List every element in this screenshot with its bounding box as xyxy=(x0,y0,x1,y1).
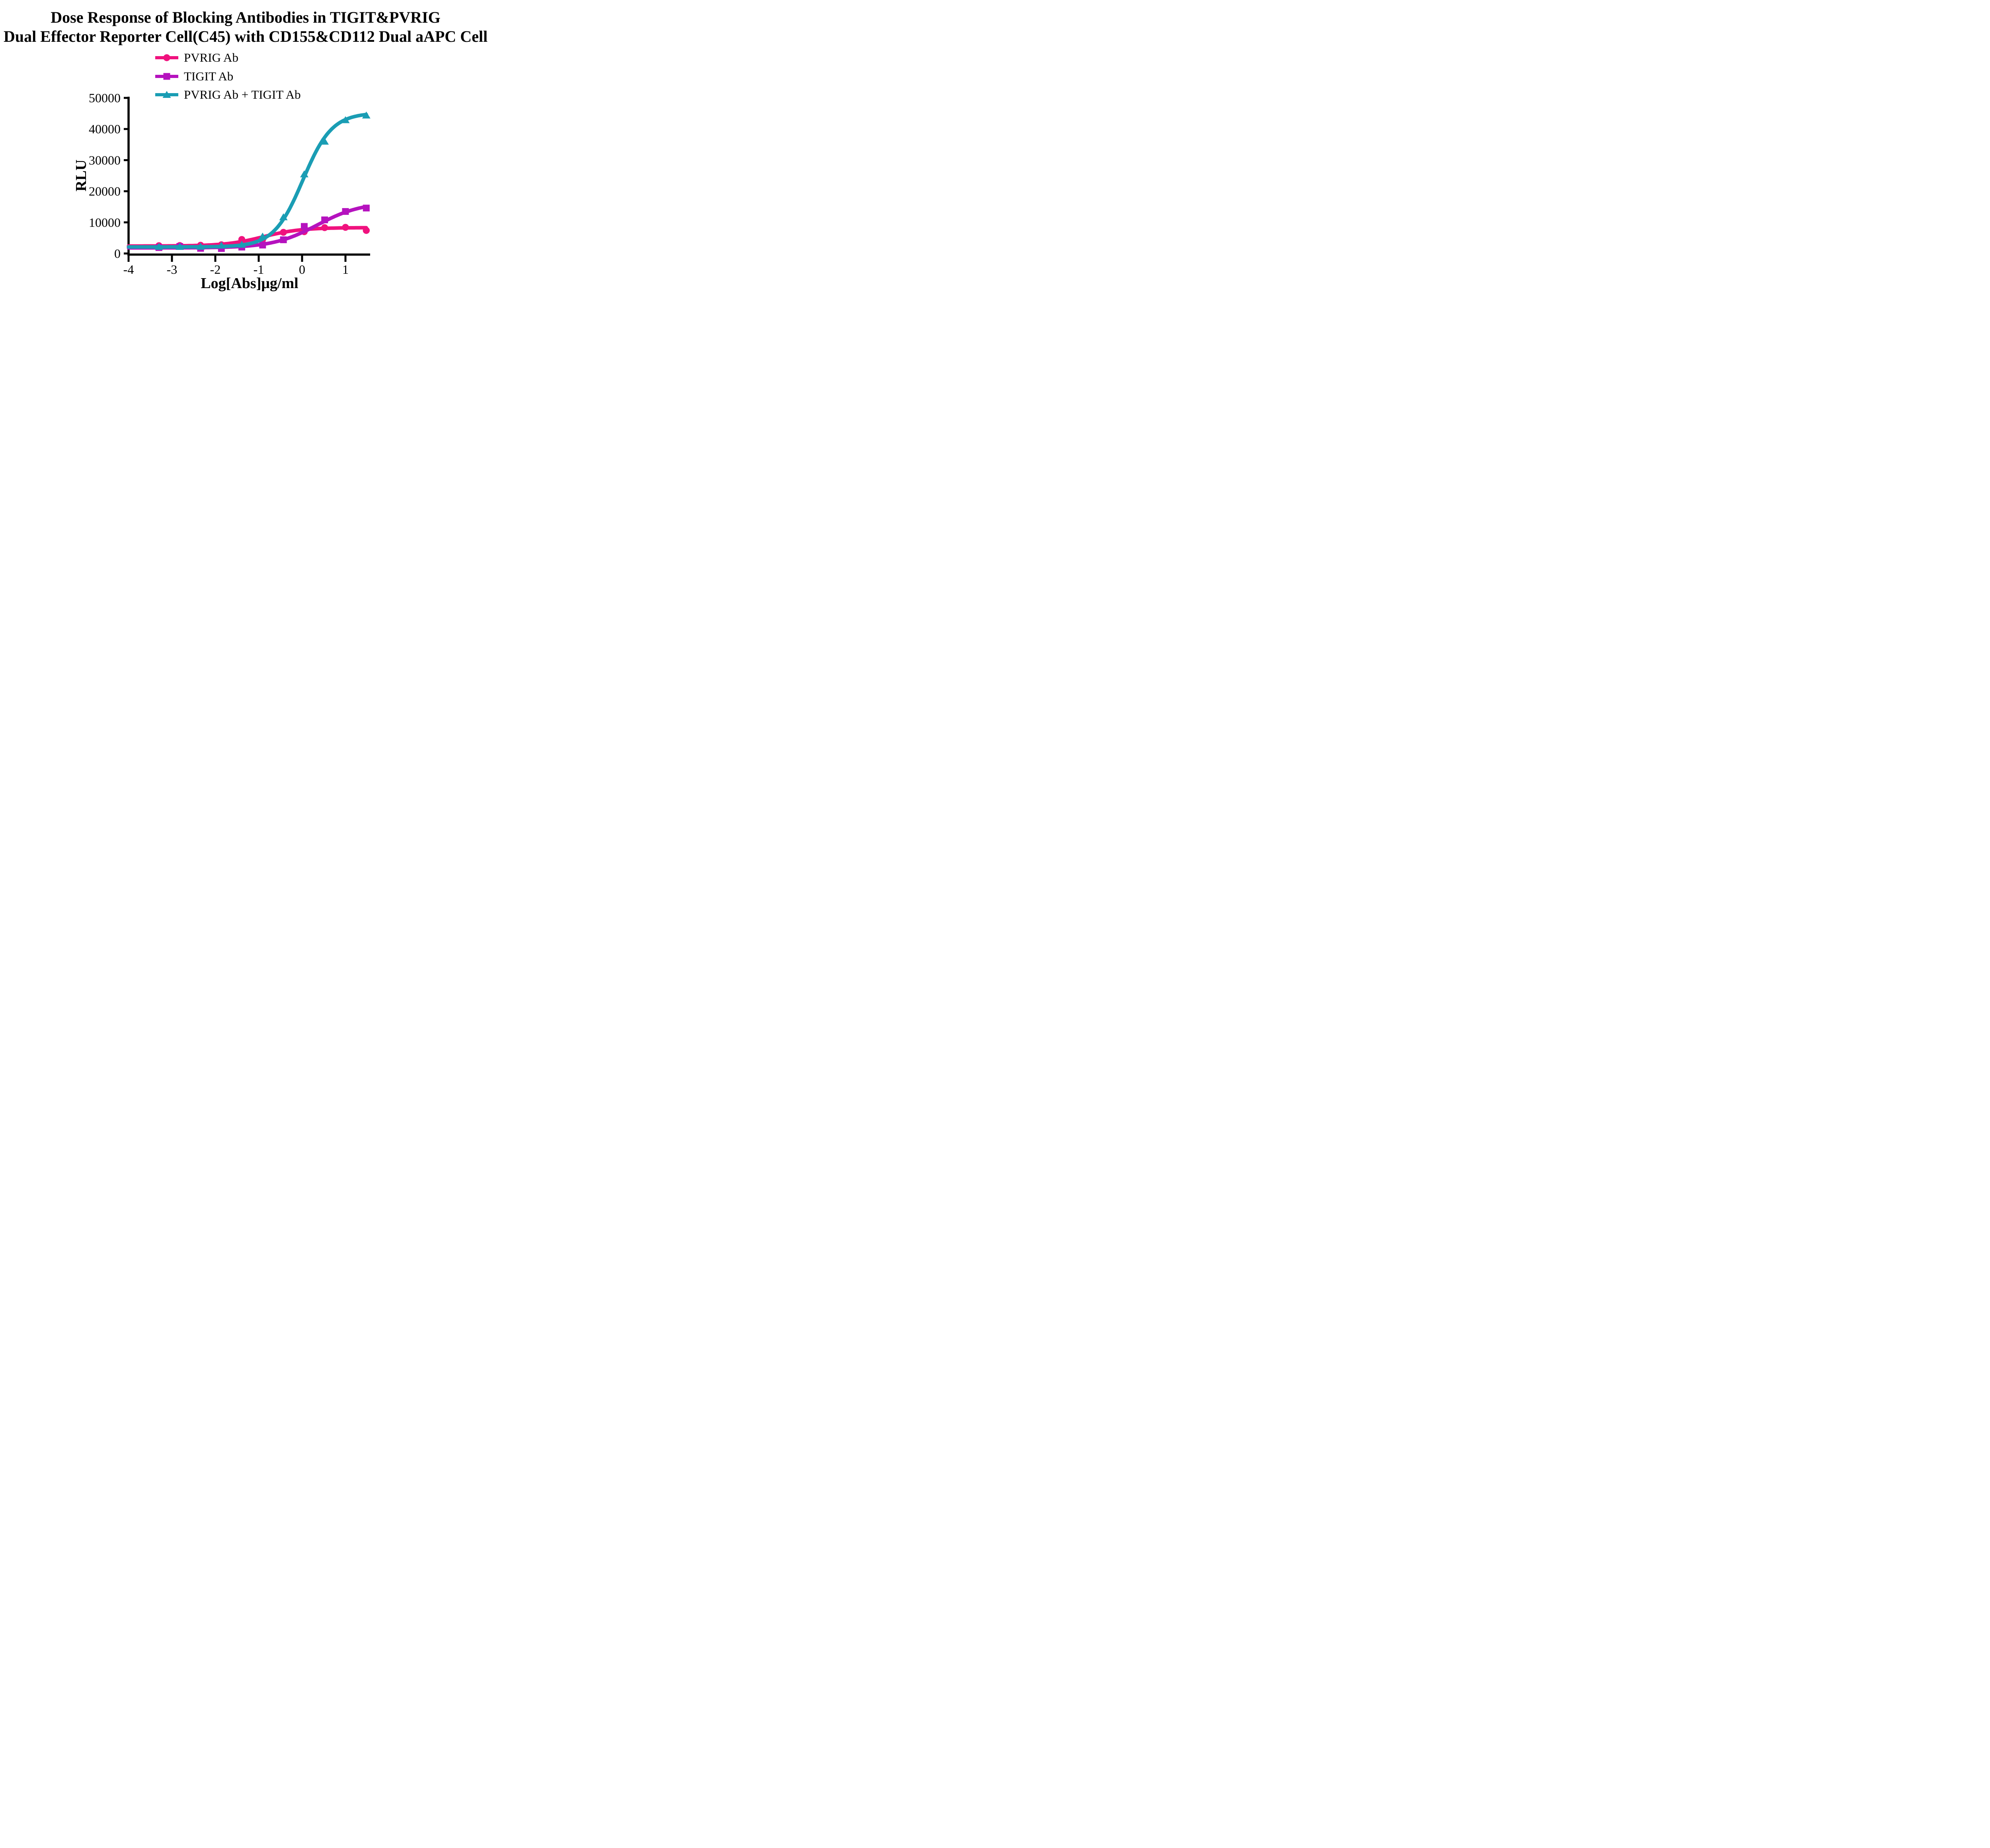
legend-marker-triangle-icon xyxy=(155,91,178,98)
data-point-marker xyxy=(259,242,266,249)
x-tick-label: -1 xyxy=(254,262,264,277)
legend-label-pvrig-plus-tigit-ab: PVRIG Ab + TIGIT Ab xyxy=(184,88,301,101)
data-point-marker xyxy=(320,137,329,145)
data-point-marker xyxy=(321,216,328,224)
data-point-marker xyxy=(279,213,288,220)
data-point-marker xyxy=(196,242,205,250)
data-point-marker xyxy=(363,227,370,234)
y-tick-label: 10000 xyxy=(89,215,121,230)
y-tick-label: 20000 xyxy=(89,184,121,199)
legend-marker-shape xyxy=(163,73,170,80)
x-tick-label: -4 xyxy=(123,262,134,277)
data-point-marker xyxy=(217,242,226,249)
legend-marker-circle-icon xyxy=(155,54,178,61)
dose-response-figure: Dose Response of Blocking Antibodies in … xyxy=(0,0,491,308)
legend-marker-shape xyxy=(163,54,170,61)
legend-item-pvrig-ab: PVRIG Ab xyxy=(155,51,238,65)
legend-marker-shape xyxy=(162,91,171,98)
x-tick-label: 1 xyxy=(342,262,349,277)
data-point-marker xyxy=(341,116,350,123)
data-point-marker xyxy=(237,240,246,248)
x-tick-label: -3 xyxy=(167,262,178,277)
data-point-marker xyxy=(321,224,328,231)
data-point-marker xyxy=(362,111,371,119)
data-point-marker xyxy=(342,208,349,215)
fit-curve xyxy=(127,113,368,249)
data-point-marker xyxy=(300,170,308,177)
legend-marker-square-icon xyxy=(155,73,178,80)
chart-title: Dose Response of Blocking Antibodies in … xyxy=(0,8,491,46)
data-point-marker xyxy=(300,223,308,230)
x-axis-title: Log[Abs]μg/ml xyxy=(201,275,298,292)
y-tick-label: 30000 xyxy=(89,153,121,167)
data-point-marker xyxy=(280,229,287,236)
y-tick-label: 40000 xyxy=(89,122,121,136)
chart-title-line2: Dual Effector Reporter Cell(C45) with CD… xyxy=(3,27,488,45)
data-point-marker xyxy=(176,243,184,250)
plot-area: 0 10000 20000 30000 40000 50000 -4 -3 -2 -1 0 1 xyxy=(89,91,371,277)
legend-item-tigit-ab: TIGIT Ab xyxy=(155,69,233,84)
data-point-marker xyxy=(363,205,370,212)
legend-label-tigit-ab: TIGIT Ab xyxy=(184,69,234,83)
data-point-marker xyxy=(280,236,287,244)
data-point-marker xyxy=(342,224,349,231)
legend-item-pvrig-plus-tigit-ab: PVRIG Ab + TIGIT Ab xyxy=(155,88,301,102)
chart-title-line1: Dose Response of Blocking Antibodies in … xyxy=(51,8,441,26)
y-tick-label: 0 xyxy=(114,246,121,261)
x-tick-label: -2 xyxy=(210,262,221,277)
data-point-marker xyxy=(258,232,267,240)
legend-label-pvrig-ab: PVRIG Ab xyxy=(184,51,238,64)
y-tick-label: 50000 xyxy=(89,91,121,105)
series-pvrig-ab-tigit-ab xyxy=(127,111,371,250)
data-point-marker xyxy=(238,236,246,243)
x-tick-label: 0 xyxy=(299,262,305,277)
data-point-marker xyxy=(154,243,163,250)
